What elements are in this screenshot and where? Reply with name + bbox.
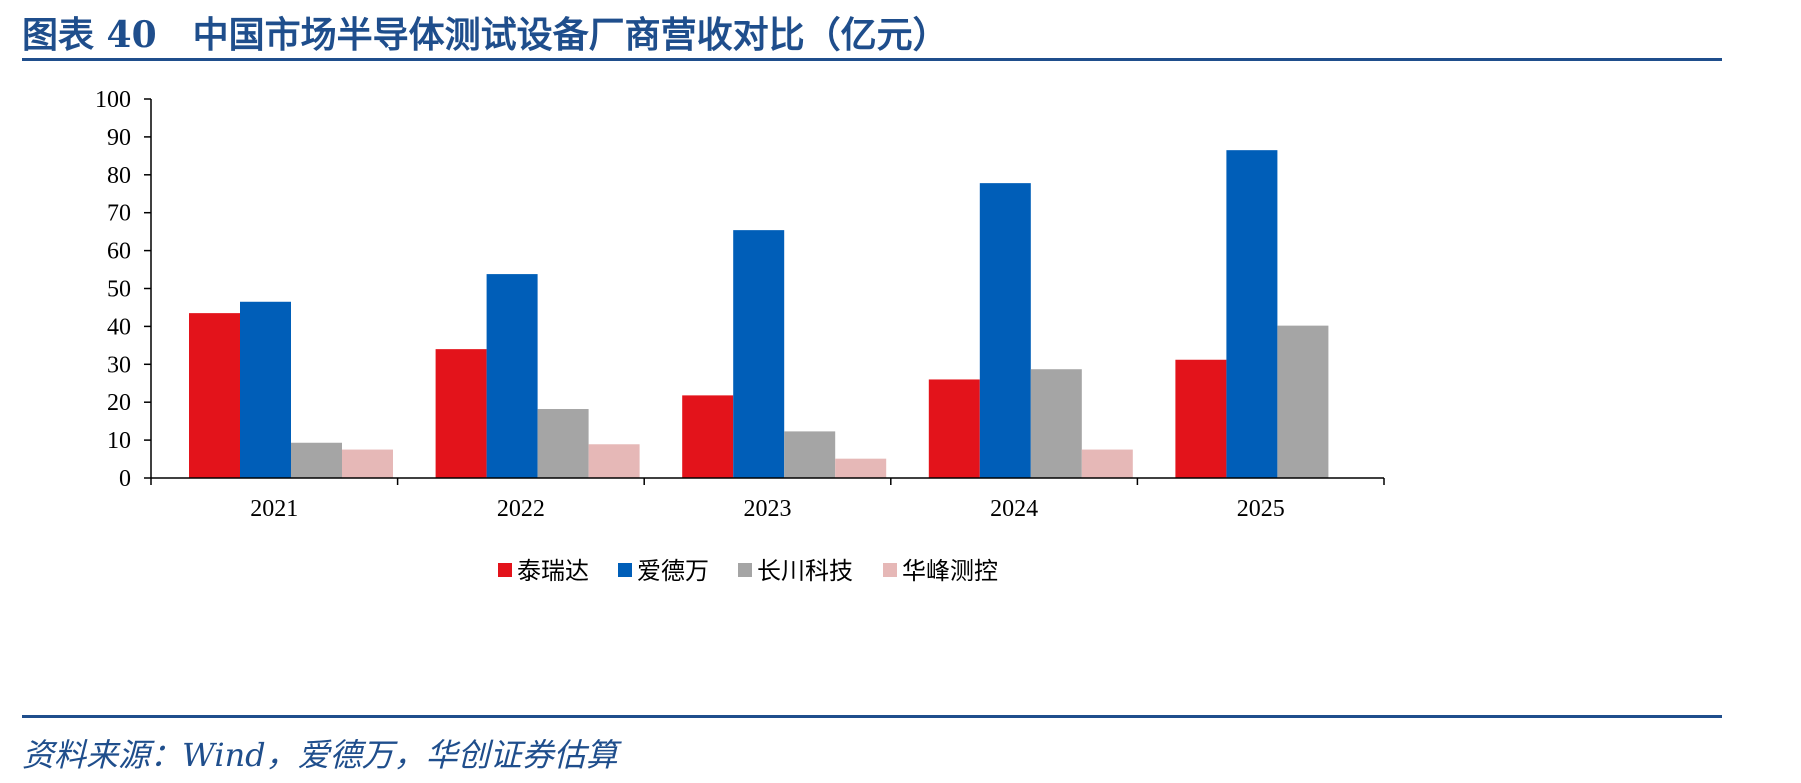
legend: 泰瑞达 爱德万 长川科技 华峰测控 — [498, 557, 998, 585]
bar-chart: 0 10 20 30 40 50 60 70 80 90 100 2021 2022 2023 2024 20… — [95, 87, 1385, 585]
y-tick-label: 0 — [119, 466, 131, 492]
y-tick-label: 10 — [107, 428, 131, 454]
bar-2021-4 — [342, 449, 393, 478]
bars-layer — [189, 150, 1329, 479]
y-tick-label: 50 — [107, 277, 131, 303]
y-tick-label: 70 — [107, 201, 131, 227]
x-tick-label-2022: 2022 — [497, 496, 545, 522]
header-divider — [22, 58, 1722, 61]
legend-swatch-3 — [738, 563, 752, 577]
y-tick-label: 30 — [107, 352, 131, 378]
bar-2022-3 — [537, 409, 589, 478]
legend-label-4: 华峰测控 — [902, 557, 998, 585]
bar-2025-1 — [1175, 359, 1227, 478]
bar-2024-3 — [1030, 369, 1082, 478]
x-tick-label-2025: 2025 — [1237, 496, 1285, 522]
legend-label-3: 长川科技 — [757, 557, 853, 585]
bar-2023-2 — [733, 230, 785, 478]
bar-2021-1 — [189, 313, 240, 478]
bar-2025-2 — [1226, 150, 1278, 479]
bar-2023-1 — [682, 395, 734, 478]
chart-title: 图表 40 中国市场半导体测试设备厂商营收对比（亿元） — [22, 14, 949, 56]
source-note: 资料来源：Wind，爱德万，华创证券估算 — [22, 736, 618, 774]
bar-2024-2 — [979, 183, 1031, 478]
y-tick-label: 20 — [107, 390, 131, 416]
bar-2022-2 — [486, 274, 538, 478]
legend-label-2: 爱德万 — [637, 557, 709, 585]
x-tick-label-2021: 2021 — [250, 496, 298, 522]
bar-2025-3 — [1277, 325, 1329, 478]
y-tick-label: 100 — [95, 87, 131, 113]
bar-2024-1 — [928, 379, 980, 478]
bar-2022-4 — [588, 444, 640, 478]
bar-2022-1 — [435, 349, 487, 478]
y-tick-label: 80 — [107, 163, 131, 189]
x-tick-label-2023: 2023 — [744, 496, 792, 522]
axes-layer: 0 10 20 30 40 50 60 70 80 90 100 2021 2022 2023 2024 20… — [95, 87, 1385, 522]
y-tick-label: 90 — [107, 125, 131, 151]
legend-label-1: 泰瑞达 — [517, 557, 589, 585]
bar-2021-3 — [291, 442, 342, 478]
bar-2023-3 — [784, 431, 836, 478]
bar-2021-2 — [240, 301, 291, 478]
x-tick-label-2024: 2024 — [990, 496, 1038, 522]
bar-2024-4 — [1081, 449, 1133, 478]
legend-swatch-4 — [883, 563, 897, 577]
bar-2023-4 — [835, 458, 887, 478]
y-tick-label: 60 — [107, 239, 131, 265]
footer-divider — [22, 715, 1722, 718]
y-tick-label: 40 — [107, 314, 131, 340]
legend-swatch-1 — [498, 563, 512, 577]
legend-swatch-2 — [618, 563, 632, 577]
